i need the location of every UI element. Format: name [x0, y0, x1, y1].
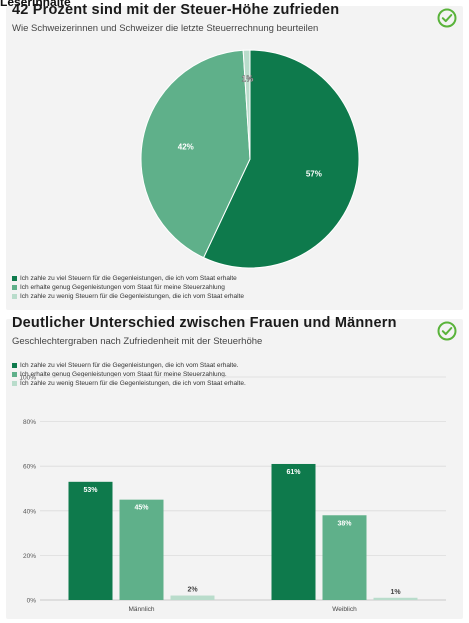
bar-data-label: 53%	[83, 487, 98, 494]
legend-item: Ich zahle zu viel Steuern für die Gegenl…	[12, 361, 246, 370]
bar	[68, 481, 113, 600]
y-tick-label: 20%	[23, 553, 36, 560]
bar	[322, 515, 367, 600]
legend-swatch	[12, 276, 17, 281]
legend-item: Ich erhalte genug Gegenleistungen vom St…	[12, 370, 246, 379]
legend-swatch	[12, 381, 17, 386]
pie-chart-subtitle: Wie Schweizerinnen und Schweizer die let…	[12, 23, 319, 34]
x-tick-label: Männlich	[128, 606, 154, 613]
bar-data-label: 45%	[134, 505, 149, 512]
pie-chart-title: 42 Prozent sind mit der Steuer-Höhe zufr…	[12, 2, 340, 18]
pie-data-label: 57%	[306, 169, 322, 178]
bar-legend: Ich zahle zu viel Steuern für die Gegenl…	[12, 361, 246, 388]
check-circle-icon	[437, 321, 457, 341]
bar-chart-subtitle: Geschlechtergraben nach Zufriedenheit mi…	[12, 336, 263, 347]
check-circle-icon	[437, 8, 457, 28]
y-tick-label: 40%	[23, 508, 36, 515]
legend-swatch	[12, 363, 17, 368]
legend-label: Ich erhalte genug Gegenleistungen vom St…	[20, 284, 225, 291]
bar	[119, 499, 164, 600]
pie-data-label: 42%	[178, 143, 194, 152]
y-tick-label: 60%	[23, 464, 36, 471]
bar-chart: 0% 20% 40% 60% 80% 100% 53% 45% 2% Männlich 61% 38%…	[19, 375, 446, 613]
pie-data-label: 1%	[242, 74, 254, 83]
pie-chart-card: 42 Prozent sind mit der Steuer-Höhe zufr…	[6, 2, 463, 310]
y-tick-label: 80%	[23, 419, 36, 426]
legend-label: Ich zahle zu viel Steuern für die Gegenl…	[20, 275, 237, 282]
legend-swatch	[12, 285, 17, 290]
pie-legend: Ich zahle zu viel Steuern für die Gegenl…	[12, 274, 244, 301]
bar	[170, 595, 215, 600]
pie-slice	[140, 49, 251, 259]
bar-data-label: 1%	[390, 589, 401, 596]
bar-data-label: 2%	[187, 587, 198, 594]
pie-slice	[202, 49, 360, 269]
bar-data-label: 38%	[337, 520, 352, 527]
legend-label: Ich zahle zu viel Steuern für die Gegenl…	[20, 362, 239, 369]
bar-chart-title: Deutlicher Unterschied zwischen Frauen u…	[12, 315, 397, 331]
bar-chart-card: Deutlicher Unterschied zwischen Frauen u…	[6, 315, 463, 619]
legend-swatch	[12, 372, 17, 377]
legend-label: Ich zahle zu wenig Steuern für die Gegen…	[20, 293, 245, 300]
legend-label: Ich zahle zu wenig Steuern für die Gegen…	[20, 380, 246, 387]
bar	[271, 463, 316, 600]
x-tick-label: Weiblich	[332, 606, 357, 613]
pie-chart: 57% 42% 1%	[140, 49, 360, 269]
y-tick-label: 100%	[19, 375, 36, 382]
y-tick-label: 0%	[27, 598, 37, 605]
legend-item: Ich zahle zu viel Steuern für die Gegenl…	[12, 274, 244, 283]
pie-slice	[242, 49, 251, 160]
legend-label: Ich erhalte genug Gegenleistungen vom St…	[20, 371, 227, 378]
legend-item: Ich zahle zu wenig Steuern für die Gegen…	[12, 379, 246, 388]
page-header-fragment: Leserinhalte	[0, 0, 71, 9]
legend-item: Ich zahle zu wenig Steuern für die Gegen…	[12, 292, 244, 301]
bar-data-label: 61%	[286, 469, 301, 476]
legend-swatch	[12, 294, 17, 299]
legend-item: Ich erhalte genug Gegenleistungen vom St…	[12, 283, 244, 292]
bar	[373, 597, 418, 600]
